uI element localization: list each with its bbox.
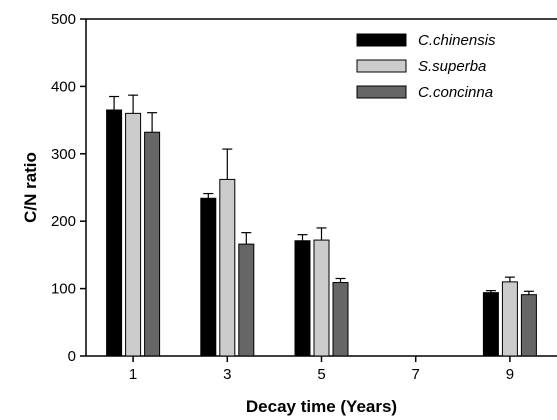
bar (520, 294, 537, 357)
axes: 0 100 200 300 400 500 1 3 5 7 9 (51, 11, 557, 383)
y-tick-label: 300 (51, 146, 76, 163)
legend-swatch (356, 85, 407, 99)
error-bars (109, 94, 534, 295)
bar (332, 282, 349, 357)
y-tick-label: 0 (68, 348, 76, 365)
x-axis-title: Decay time (Years) (246, 397, 397, 416)
bar (125, 112, 142, 357)
bar (501, 281, 518, 357)
legend-label: C.concinna (418, 84, 493, 101)
x-tick-label: 5 (317, 366, 325, 383)
legend-swatch (356, 59, 407, 73)
legend: C.chinensis S.superba C.concinna (356, 32, 496, 101)
y-axis-title: C/N ratio (21, 152, 40, 223)
y-tick-label: 400 (51, 78, 76, 95)
bar (294, 240, 311, 357)
bar (482, 292, 499, 357)
bar (200, 197, 217, 357)
x-tick-label: 9 (506, 366, 514, 383)
x-tick-label: 3 (223, 366, 231, 383)
x-tick-label: 7 (412, 366, 420, 383)
y-tick-label: 500 (51, 11, 76, 28)
legend-swatch (356, 33, 407, 47)
y-tick-label: 200 (51, 213, 76, 230)
bar (313, 239, 330, 357)
bar (106, 109, 123, 357)
legend-label: S.superba (418, 58, 486, 75)
x-tick-label: 1 (129, 366, 137, 383)
bar (219, 178, 236, 357)
bar (238, 243, 255, 357)
bar (144, 131, 161, 357)
legend-label: C.chinensis (418, 32, 496, 49)
y-tick-label: 100 (51, 281, 76, 298)
